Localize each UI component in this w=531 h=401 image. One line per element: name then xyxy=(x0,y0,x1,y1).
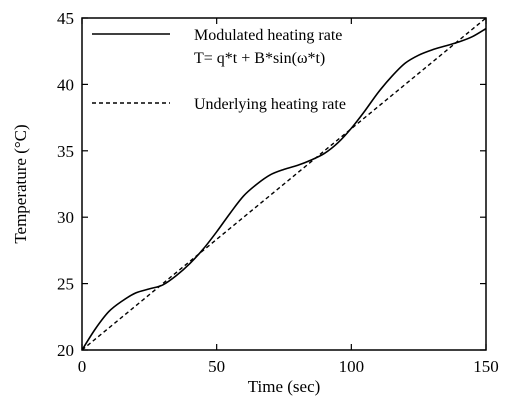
y-tick-label-20: 20 xyxy=(57,341,74,360)
legend-label-underlying: Underlying heating rate xyxy=(194,96,346,113)
y-tick-label-45: 45 xyxy=(57,9,74,28)
x-tick-label-0: 0 xyxy=(78,357,87,376)
x-tick-label-100: 100 xyxy=(339,357,365,376)
tick-labels: 0 50 100 150 20 25 30 35 40 45 xyxy=(57,9,499,376)
y-tick-label-25: 25 xyxy=(57,275,74,294)
x-tick-label-150: 150 xyxy=(473,357,499,376)
x-tick-label-50: 50 xyxy=(208,357,225,376)
y-tick-label-35: 35 xyxy=(57,142,74,161)
x-axis-label: Time (sec) xyxy=(248,377,321,396)
plot-frame xyxy=(81,17,487,351)
y-axis-label: Temperature (°C) xyxy=(11,124,30,243)
y-tick-label-40: 40 xyxy=(57,75,74,94)
axis-ticks xyxy=(81,17,487,351)
legend-formula: T= q*t + B*sin(ω*t) xyxy=(194,50,325,67)
modulated-heating-line xyxy=(81,27,487,351)
legend: Modulated heating rate T= q*t + B*sin(ω*… xyxy=(92,27,346,113)
legend-label-modulated: Modulated heating rate xyxy=(194,27,342,44)
underlying-heating-line xyxy=(81,17,487,351)
y-tick-label-30: 30 xyxy=(57,208,74,227)
